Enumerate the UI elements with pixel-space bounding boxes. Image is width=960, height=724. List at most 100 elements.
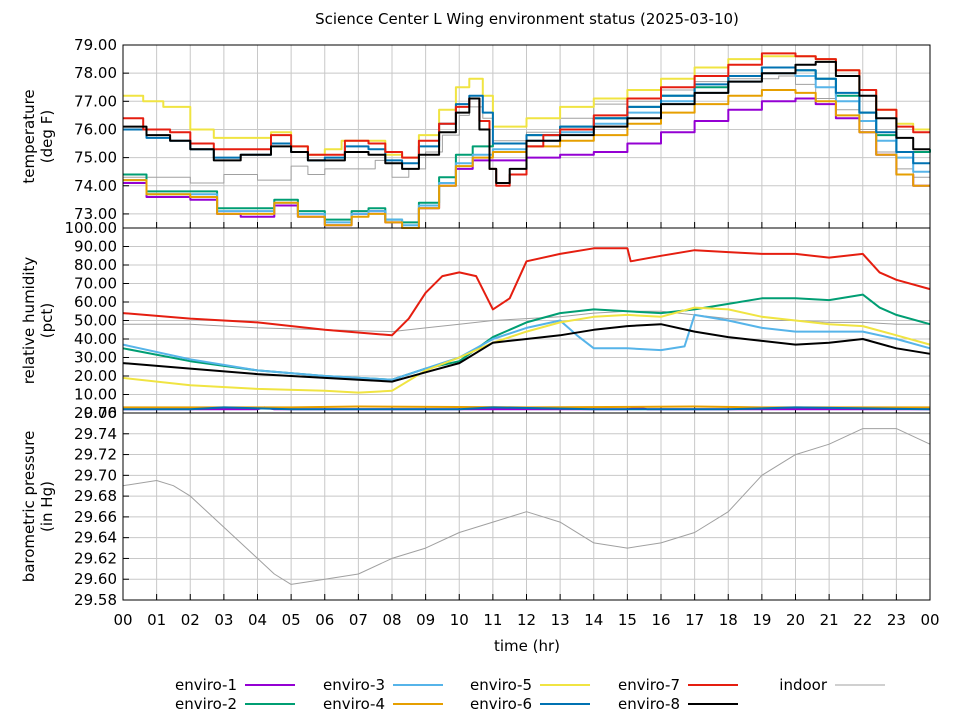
humidity-ytick-label: 10.00 [74,386,117,404]
pressure-ytick-label: 29.66 [74,508,117,526]
humidity-ytick-label: 0.00 [84,404,117,422]
humidity-series-enviro-8 [122,323,931,383]
x-tick-label: 23 [887,611,906,629]
legend-label: indoor [779,676,828,694]
legend-label: enviro-1 [175,676,237,694]
temperature-ytick-label: 75.00 [74,149,117,167]
x-tick-label: 00 [920,611,939,629]
humidity-series-enviro-4 [123,405,930,409]
temperature-ytick-label: 78.00 [74,64,117,82]
humidity-ytick-label: 40.00 [74,330,117,348]
humidity-ylabel: relative humidity [20,257,38,385]
x-tick-label: 08 [382,611,401,629]
legend-label: enviro-7 [618,676,680,694]
chart-title: Science Center L Wing environment status… [315,10,739,28]
temperature-ylabel: temperature [20,89,38,183]
x-tick-label: 21 [820,611,839,629]
x-tick-label: 03 [214,611,233,629]
legend-item-indoor: indoor [779,676,885,694]
humidity-ytick-label: 60.00 [74,293,117,311]
humidity-series-enviro-5 [122,306,931,394]
x-tick-label: 22 [853,611,872,629]
pressure-ytick-label: 29.64 [74,529,117,547]
temperature-series-enviro-8 [123,60,930,184]
humidity-ytick-label: 100.00 [65,219,118,237]
pressure-ytick-label: 29.62 [74,549,117,567]
x-tick-label: 13 [551,611,570,629]
x-axis-label: time (hr) [494,637,560,655]
pressure-series-indoor [122,428,931,585]
x-tick-label: 14 [584,611,603,629]
legend-item-enviro-2: enviro-2 [175,695,295,713]
legend-item-enviro-5: enviro-5 [470,676,590,694]
pressure-ytick-label: 29.60 [74,570,117,588]
temperature-panel: 73.00 74.00 75.00 76.00 77.00 78.00 79.00 tempe… [20,36,931,229]
x-tick-label: 01 [147,611,166,629]
legend-item-enviro-8: enviro-8 [618,695,738,713]
legend-label: enviro-5 [470,676,532,694]
x-tick-label: 11 [483,611,502,629]
x-tick-label: 00 [113,611,132,629]
x-tick-label: 04 [248,611,267,629]
x-tick-label: 10 [450,611,469,629]
x-tick-label: 16 [651,611,670,629]
humidity-series-enviro-7 [122,247,931,337]
x-axis: 00 01 02 03 04 05 06 07 08 09 10 11 12 13 14 15 16 17 18 19… [113,611,939,629]
temperature-ytick-label: 77.00 [74,92,117,110]
temperature-ytick-label: 74.00 [74,177,117,195]
temperature-ylabel: (deg F) [38,110,56,163]
legend-item-enviro-1: enviro-1 [175,676,295,694]
temperature-series-enviro-4 [123,89,930,229]
x-tick-label: 18 [719,611,738,629]
humidity-ylabel: (pct) [38,303,56,338]
legend-item-enviro-3: enviro-3 [323,676,443,694]
x-tick-label: 05 [282,611,301,629]
temperature-ytick-label: 79.00 [74,36,117,54]
legend-label: enviro-3 [323,676,385,694]
pressure-frame [122,412,931,601]
x-tick-label: 07 [349,611,368,629]
temperature-ytick-label: 73.00 [74,205,117,223]
pressure-ytick-label: 29.76 [74,404,117,422]
legend: enviro-1 enviro-3 enviro-5 enviro-7 indoor en… [175,676,885,713]
pressure-ytick-label: 29.72 [74,446,117,464]
legend-item-enviro-4: enviro-4 [323,695,443,713]
x-tick-label: 09 [416,611,435,629]
humidity-series-enviro-3 [122,313,931,381]
x-tick-label: 19 [752,611,771,629]
humidity-ytick-label: 90.00 [74,238,117,256]
legend-label: enviro-2 [175,695,237,713]
x-tick-label: 15 [618,611,637,629]
pressure-ylabel: barometric pressure [20,431,38,583]
humidity-ytick-label: 70.00 [74,275,117,293]
humidity-series-enviro-6 [123,406,931,411]
humidity-ytick-label: 20.00 [74,367,117,385]
x-tick-label: 12 [517,611,536,629]
x-tick-label: 20 [786,611,805,629]
legend-label: enviro-8 [618,695,680,713]
humidity-ytick-label: 80.00 [74,256,117,274]
humidity-panel: 0.0010.0020.0030.0040.0050.0060.0070.008… [20,219,931,422]
legend-label: enviro-4 [323,695,385,713]
pressure-ytick-label: 29.70 [74,466,117,484]
x-tick-label: 17 [685,611,704,629]
humidity-series-indoor [123,310,930,333]
legend-item-enviro-6: enviro-6 [470,695,590,713]
temperature-series-enviro-3 [123,72,930,227]
legend-item-enviro-7: enviro-7 [618,676,738,694]
x-tick-label: 02 [181,611,200,629]
pressure-panel: 29.58 29.60 29.62 29.64 29.66 29.68 29.70 29.72… [20,404,931,609]
humidity-ytick-label: 50.00 [74,312,117,330]
pressure-ytick-label: 29.68 [74,487,117,505]
x-tick-label: 06 [315,611,334,629]
chart-panels: 73.00 74.00 75.00 76.00 77.00 78.00 79.00 tempe… [20,36,931,609]
pressure-ytick-label: 29.58 [74,591,117,609]
pressure-ylabel: (in Hg) [38,481,56,532]
legend-label: enviro-6 [470,695,532,713]
temperature-ytick-label: 76.00 [74,120,117,138]
pressure-ytick-label: 29.74 [74,425,117,443]
humidity-ytick-label: 30.00 [74,349,117,367]
temperature-series-enviro-1 [123,97,930,229]
